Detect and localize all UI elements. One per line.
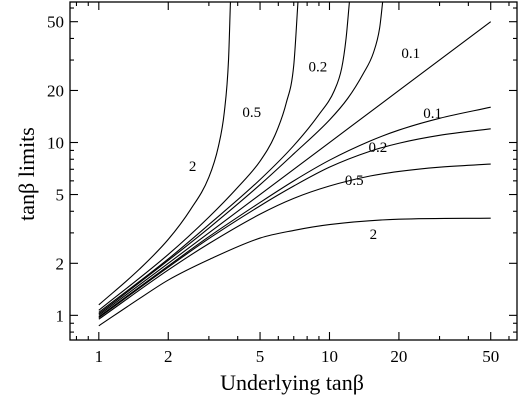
curve-label: 0.1 (423, 106, 442, 122)
curve-label: 0.2 (308, 60, 327, 76)
x-tick-label: 5 (256, 347, 265, 366)
curve-line (98, 2, 299, 311)
x-tick-label: 2 (164, 347, 173, 366)
y-tick-label: 2 (56, 254, 65, 273)
curve-line (98, 163, 491, 320)
curve-line (98, 128, 491, 319)
x-tick-label: 10 (321, 347, 338, 366)
y-tick-label: 50 (47, 13, 64, 32)
curve-labels: 0.1 0.2 0.5 2 0.1 0.2 0.5 2 (189, 46, 442, 243)
curve-label: 2 (189, 159, 197, 175)
curve-label: 0.5 (242, 105, 261, 121)
y-axis-title: tanβ limits (14, 127, 39, 221)
curve-line (98, 2, 231, 306)
y-tick-label: 5 (56, 186, 65, 205)
curve-line (98, 217, 491, 327)
curve-label: 0.5 (345, 173, 364, 189)
curve-line (98, 2, 384, 315)
x-tick-label: 20 (390, 347, 407, 366)
curve-label: 0.1 (401, 46, 420, 62)
x-tick-label: 1 (95, 347, 104, 366)
y-tick-label: 10 (47, 134, 64, 153)
curve-line (98, 106, 491, 318)
axis-ticks (70, 2, 517, 340)
curve-label: 2 (370, 227, 378, 243)
curve-line (98, 2, 350, 313)
x-tick-label: 50 (482, 347, 499, 366)
y-tick-label: 1 (56, 306, 65, 325)
y-tick-label: 20 (47, 81, 64, 100)
curve-line (98, 21, 492, 316)
tick-labels: 1 2 5 10 20 50 1 2 5 10 20 50 (47, 13, 499, 366)
curves (98, 2, 492, 327)
x-axis-title: Underlying tanβ (220, 370, 364, 395)
curve-label: 0.2 (368, 140, 387, 156)
